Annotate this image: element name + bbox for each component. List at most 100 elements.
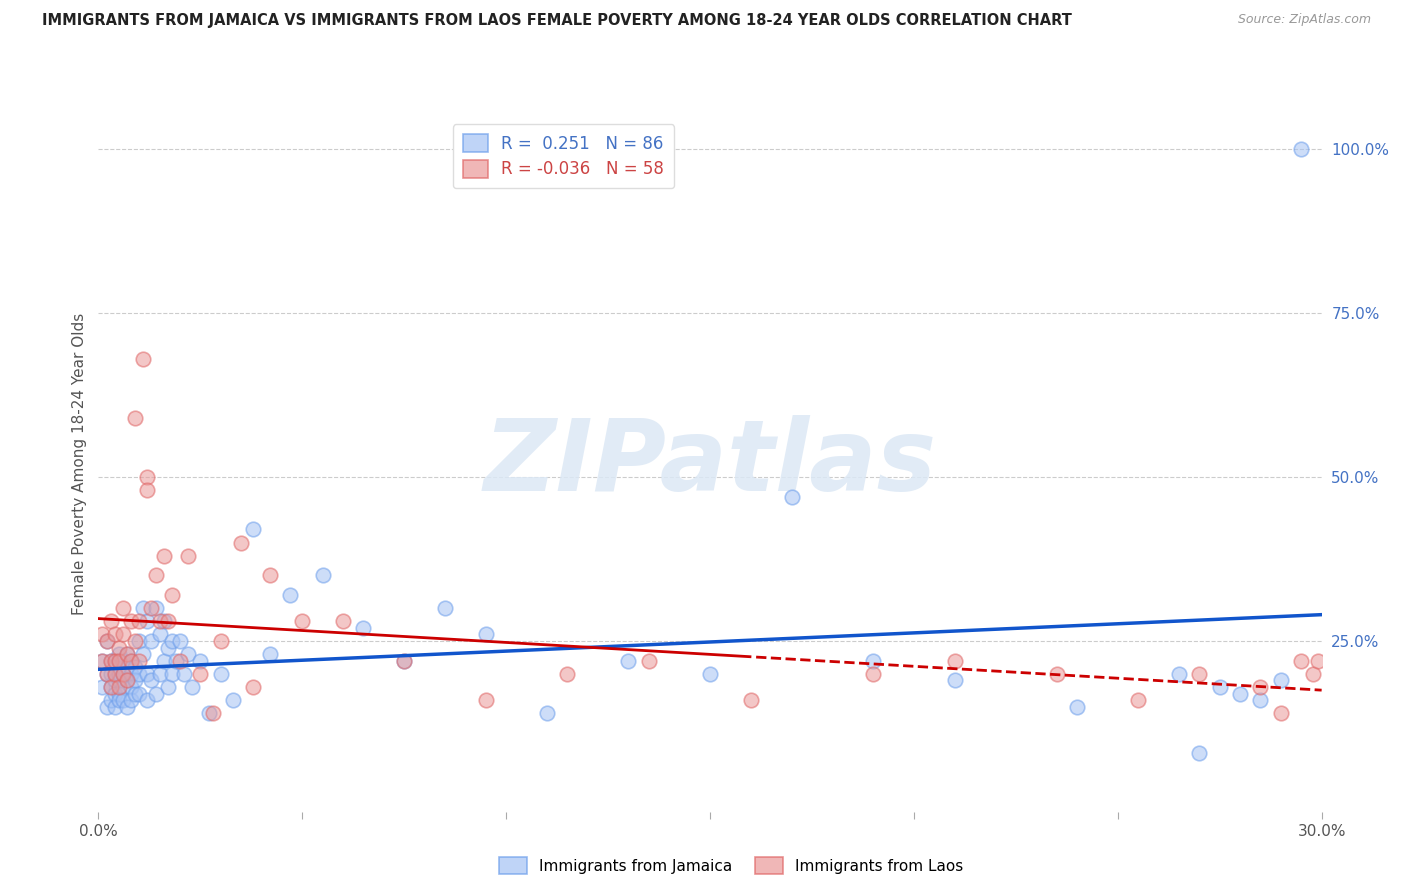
Point (136, 693, 159, 707)
Point (115, 673, 138, 688)
Point (115, 660, 138, 674)
Point (100, 680, 122, 694)
Point (108, 640, 131, 655)
Point (434, 601, 457, 615)
Point (1188, 666, 1211, 681)
Point (1270, 673, 1292, 688)
Point (312, 568, 335, 582)
Point (104, 687, 127, 701)
Point (111, 693, 134, 707)
Point (141, 601, 163, 615)
Point (132, 601, 155, 615)
Point (91, 680, 114, 694)
Point (111, 654, 134, 668)
Point (104, 666, 127, 681)
Point (145, 568, 167, 582)
Point (111, 680, 134, 694)
Point (141, 634, 163, 648)
Point (96, 634, 118, 648)
Point (120, 615, 142, 629)
Point (169, 654, 191, 668)
Point (259, 568, 281, 582)
Point (111, 666, 134, 681)
Point (115, 647, 138, 661)
Point (111, 627, 134, 641)
Point (100, 666, 122, 681)
Point (638, 654, 661, 668)
Point (124, 687, 146, 701)
Point (132, 351, 155, 366)
Point (124, 634, 146, 648)
Point (108, 693, 131, 707)
Point (160, 588, 183, 602)
Point (96, 699, 118, 714)
Point (1188, 746, 1211, 760)
Point (352, 621, 374, 635)
Point (120, 680, 142, 694)
Point (780, 490, 803, 504)
Point (1291, 654, 1313, 668)
Point (332, 615, 354, 629)
Point (862, 654, 884, 668)
Legend: R =  0.251   N = 86, R = -0.036   N = 58: R = 0.251 N = 86, R = -0.036 N = 58 (453, 124, 673, 188)
Text: Source: ZipAtlas.com: Source: ZipAtlas.com (1237, 13, 1371, 27)
Point (124, 660, 146, 674)
Point (100, 654, 122, 668)
Point (91, 654, 114, 668)
Point (231, 535, 253, 549)
Point (136, 666, 159, 681)
Point (108, 647, 131, 661)
Point (188, 654, 212, 668)
Point (128, 687, 150, 701)
Text: ZIPatlas: ZIPatlas (484, 416, 936, 512)
Point (160, 666, 183, 681)
Point (259, 647, 281, 661)
Point (1249, 680, 1271, 694)
Point (943, 673, 966, 688)
Point (91, 654, 114, 668)
Point (291, 615, 314, 629)
Point (111, 666, 134, 681)
Point (862, 666, 884, 681)
Point (115, 699, 138, 714)
Legend: Immigrants from Jamaica, Immigrants from Laos: Immigrants from Jamaica, Immigrants from… (494, 851, 969, 880)
Point (136, 483, 159, 497)
Point (128, 615, 150, 629)
Point (1066, 699, 1088, 714)
Point (392, 654, 416, 668)
Point (96, 666, 118, 681)
Point (115, 647, 138, 661)
Point (1045, 666, 1069, 681)
Point (165, 654, 187, 668)
Point (120, 693, 142, 707)
Point (222, 693, 245, 707)
Point (160, 634, 183, 648)
Point (943, 654, 966, 668)
Point (108, 666, 131, 681)
Point (152, 654, 174, 668)
Point (1128, 693, 1150, 707)
Point (188, 666, 212, 681)
Point (278, 588, 301, 602)
Point (617, 654, 640, 668)
Point (141, 673, 163, 688)
Point (1291, 142, 1313, 156)
Point (96, 634, 118, 648)
Point (145, 601, 167, 615)
Point (132, 647, 155, 661)
Point (156, 680, 179, 694)
Point (177, 647, 200, 661)
Point (201, 706, 224, 721)
Point (536, 706, 558, 721)
Point (177, 549, 200, 563)
Point (120, 654, 142, 668)
Point (1249, 693, 1271, 707)
Point (156, 615, 179, 629)
Point (156, 640, 179, 655)
Point (136, 615, 159, 629)
Text: IMMIGRANTS FROM JAMAICA VS IMMIGRANTS FROM LAOS FEMALE POVERTY AMONG 18-24 YEAR : IMMIGRANTS FROM JAMAICA VS IMMIGRANTS FR… (42, 13, 1071, 29)
Point (120, 654, 142, 668)
Point (1209, 680, 1232, 694)
Point (104, 654, 127, 668)
Y-axis label: Female Poverty Among 18-24 Year Olds: Female Poverty Among 18-24 Year Olds (72, 313, 87, 615)
